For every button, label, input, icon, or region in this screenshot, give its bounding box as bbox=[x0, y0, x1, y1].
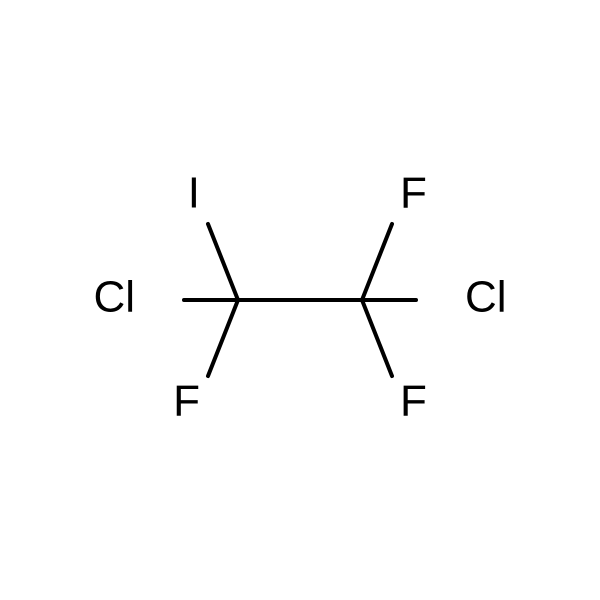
atom-label-cl1: Cl bbox=[93, 273, 135, 322]
atom-label-i: I bbox=[188, 169, 200, 218]
bond-c2-f2 bbox=[362, 224, 392, 300]
bond-c1-f1 bbox=[208, 300, 238, 376]
bond-c2-f3 bbox=[362, 300, 392, 376]
atom-label-cl2: Cl bbox=[465, 273, 507, 322]
atom-label-f2: F bbox=[400, 169, 427, 218]
chemical-structure: I Cl F F Cl F bbox=[0, 0, 600, 600]
bond-c1-i bbox=[208, 224, 238, 300]
atom-label-f3: F bbox=[400, 377, 427, 426]
atom-label-f1: F bbox=[173, 377, 200, 426]
